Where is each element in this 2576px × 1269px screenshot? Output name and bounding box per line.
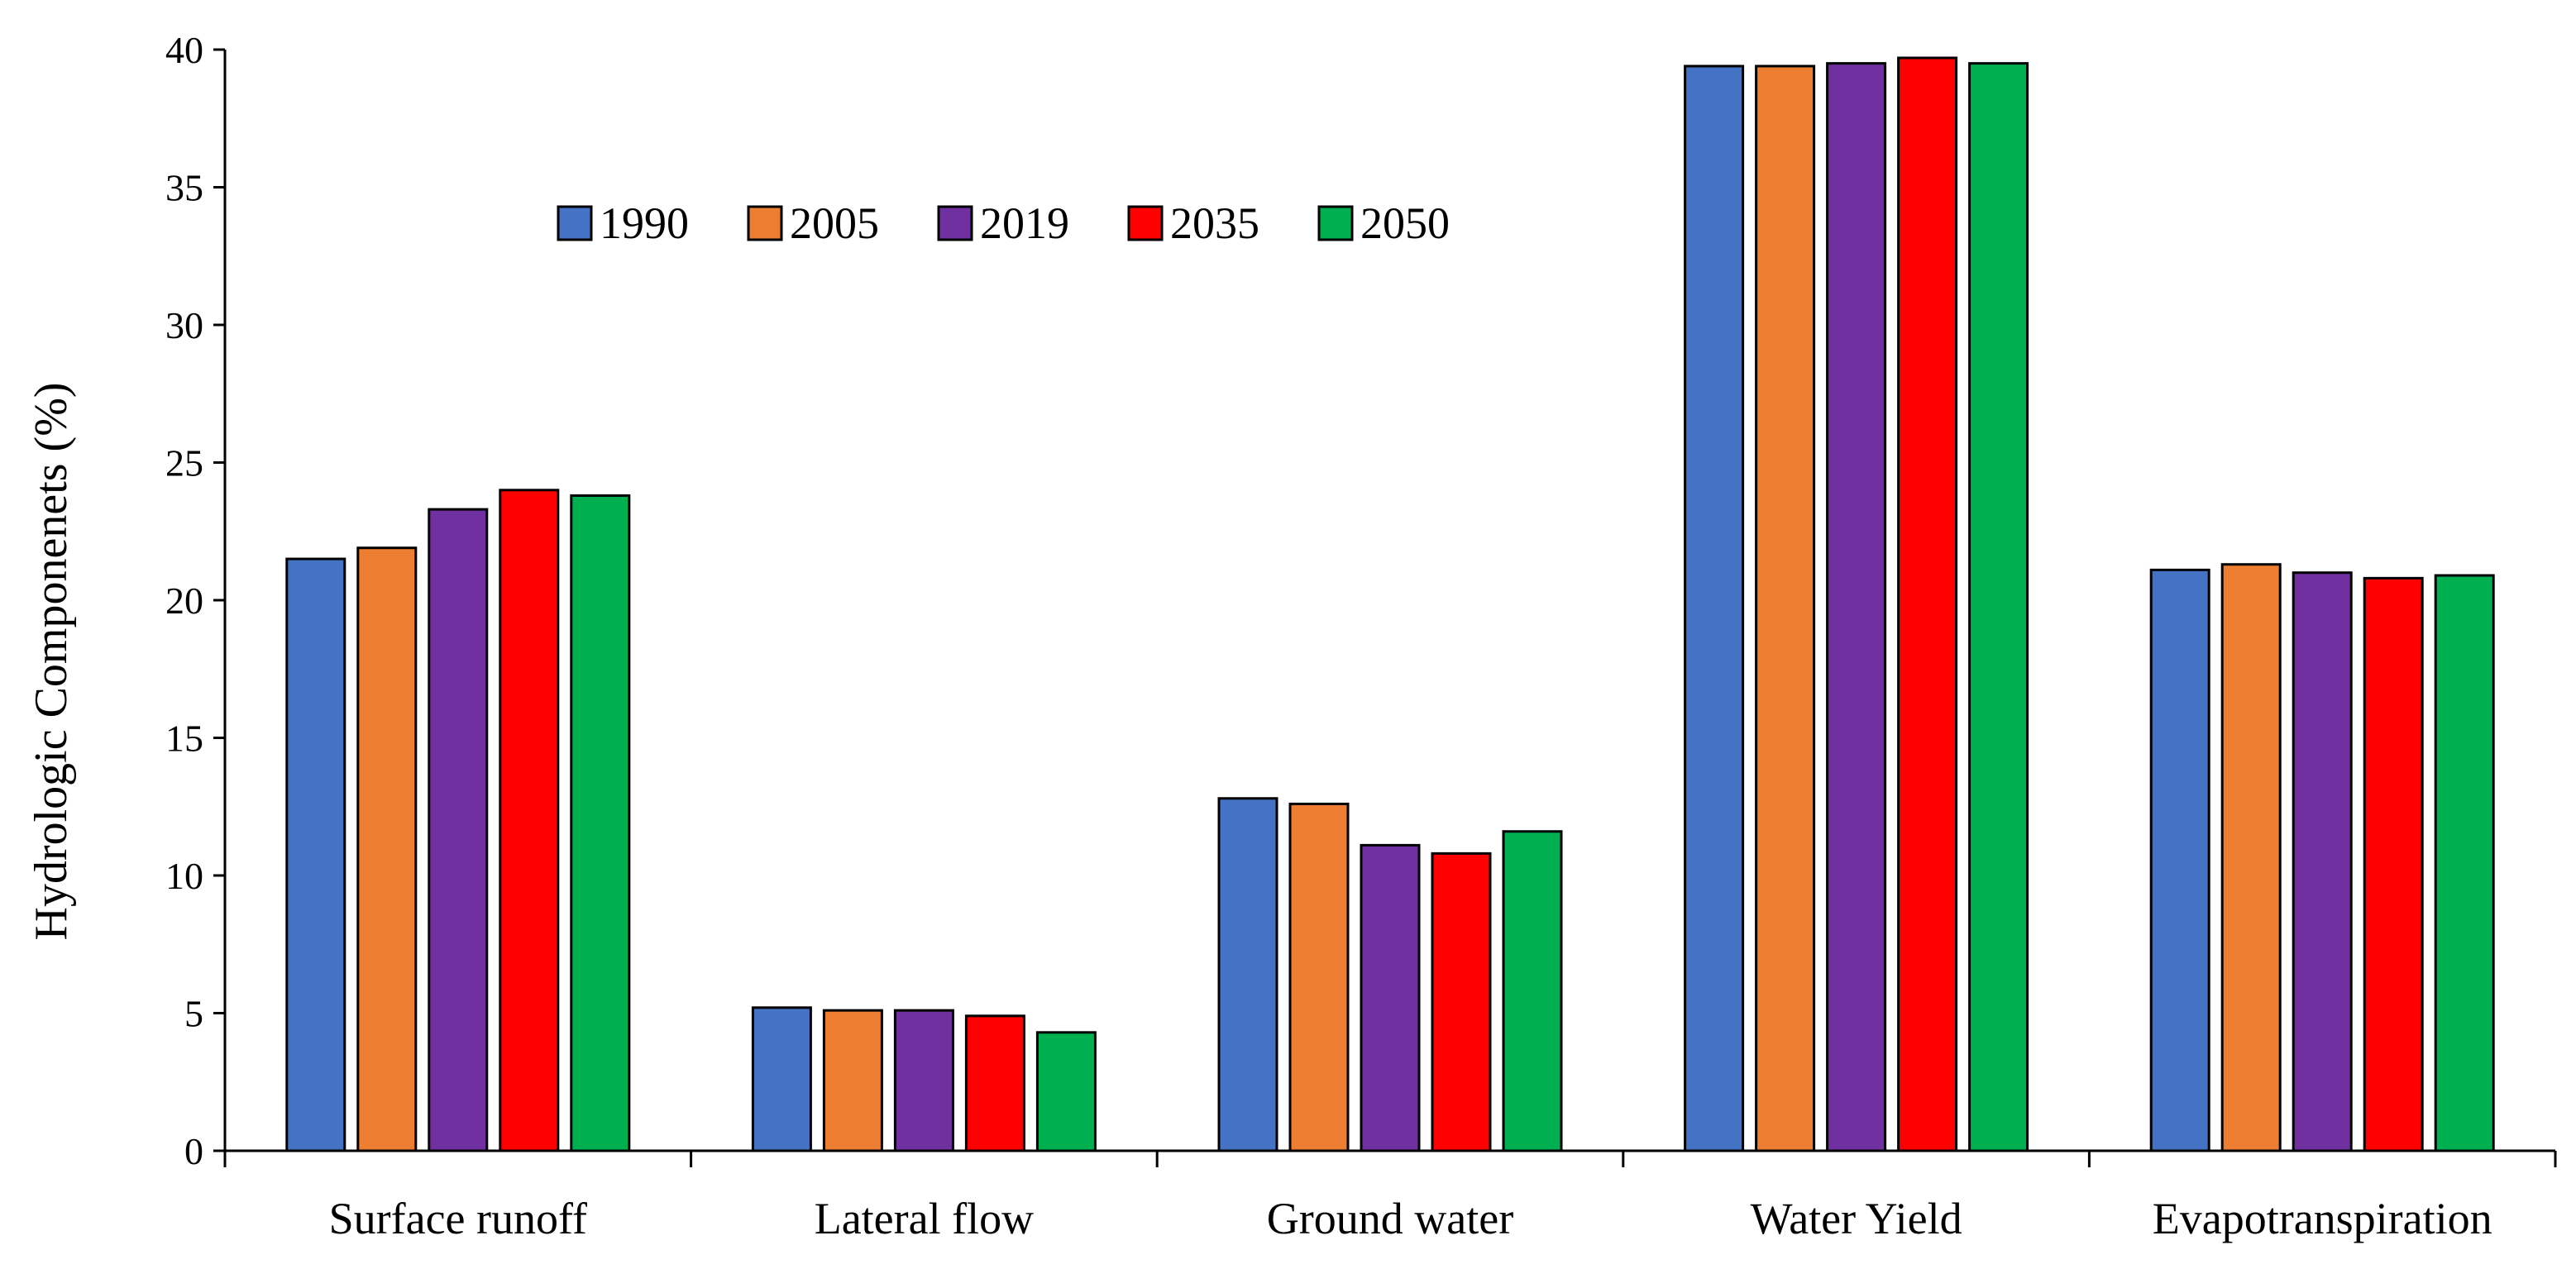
legend-label-2035: 2035 — [1170, 198, 1259, 248]
x-axis-labels: Surface runoff Lateral flow Ground water Wa… — [329, 1194, 2492, 1243]
y-tick-label: 40 — [165, 29, 203, 71]
bar-1990-ground-water — [1217, 797, 1278, 1152]
x-category-label: Lateral flow — [815, 1194, 1034, 1243]
bar-2019-evapotranspiration — [2292, 571, 2353, 1152]
bar-2005-ground-water — [1288, 802, 1350, 1152]
legend-label-2019: 2019 — [980, 198, 1069, 248]
x-category-label: Surface runoff — [329, 1194, 587, 1243]
x-category-label: Ground water — [1267, 1194, 1513, 1243]
bar-2005-lateral-flow — [822, 1009, 883, 1152]
axes — [223, 50, 2557, 1167]
bar-2050-water-yield — [1968, 62, 2029, 1152]
bar-1990-evapotranspiration — [2149, 568, 2210, 1152]
bar-2050-evapotranspiration — [2434, 574, 2495, 1152]
bar-2035-evapotranspiration — [2363, 576, 2424, 1152]
bar-2050-lateral-flow — [1035, 1031, 1097, 1152]
bar-2019-lateral-flow — [893, 1009, 954, 1152]
bar-2035-lateral-flow — [964, 1014, 1025, 1152]
y-tick-label: 25 — [165, 442, 203, 484]
bar-2005-surface-runoff — [356, 546, 418, 1152]
legend-swatch-2019 — [937, 205, 973, 241]
y-tick-label: 30 — [165, 304, 203, 346]
bar-2019-water-yield — [1826, 62, 1887, 1152]
y-tick-label: 35 — [165, 167, 203, 209]
legend: 1990 2005 2019 2035 2050 — [557, 198, 1450, 248]
bars — [285, 56, 2495, 1152]
bar-1990-lateral-flow — [751, 1006, 812, 1152]
y-axis-title: Hydrologic Componenets (%) — [26, 383, 77, 941]
legend-swatch-1990 — [557, 205, 593, 241]
bar-2050-ground-water — [1502, 830, 1563, 1152]
bar-2035-water-yield — [1897, 56, 1958, 1152]
bar-2005-evapotranspiration — [2220, 563, 2282, 1152]
legend-swatch-2035 — [1127, 205, 1164, 241]
bar-1990-water-yield — [1684, 64, 1745, 1152]
bar-2035-ground-water — [1431, 852, 1492, 1152]
y-tick-label: 10 — [165, 855, 203, 897]
legend-swatch-2050 — [1317, 205, 1354, 241]
y-axis-ticks: 0 5 10 15 20 25 30 35 40 — [165, 29, 225, 1172]
legend-label-1990: 1990 — [600, 198, 689, 248]
legend-label-2050: 2050 — [1360, 198, 1450, 248]
bar-2035-surface-runoff — [499, 489, 560, 1152]
y-tick-label: 5 — [184, 993, 203, 1035]
bar-2019-surface-runoff — [428, 508, 489, 1152]
y-tick-label: 20 — [165, 580, 203, 622]
legend-label-2005: 2005 — [790, 198, 879, 248]
y-tick-label: 15 — [165, 718, 203, 760]
x-category-label: Evapotranspiration — [2153, 1194, 2492, 1243]
bar-2019-ground-water — [1360, 843, 1421, 1152]
bar-1990-surface-runoff — [285, 557, 346, 1152]
x-category-label: Water Yield — [1751, 1194, 1962, 1243]
y-tick-label: 0 — [184, 1130, 203, 1172]
bar-2005-water-yield — [1755, 64, 1816, 1152]
bar-2050-surface-runoff — [570, 494, 631, 1152]
legend-swatch-2005 — [747, 205, 783, 241]
